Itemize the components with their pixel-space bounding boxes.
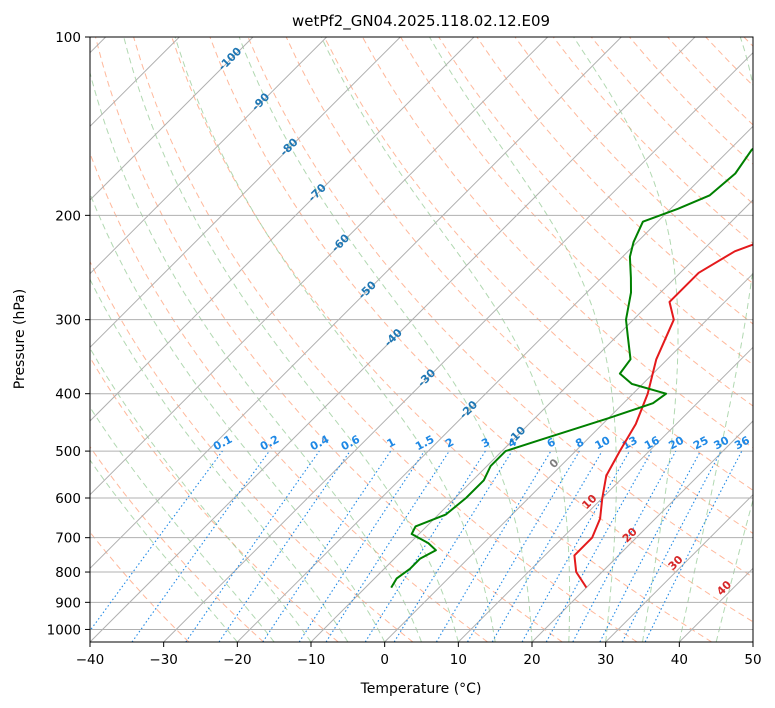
moist-adiabat (678, 37, 753, 642)
isotherm-line (310, 199, 753, 642)
isotherm-line (90, 37, 328, 275)
x-tick-label: 10 (450, 652, 467, 668)
moist-adiabat (90, 278, 349, 642)
dry-adiabat (476, 37, 753, 325)
x-axis-ticks: −40 −30 −20 −10 0 10 20 30 40 50 (76, 642, 762, 668)
isotherm-line (90, 37, 696, 642)
isotherm-line (90, 37, 622, 570)
mixing-ratio-label: 20 (666, 434, 686, 453)
y-tick-label: 700 (55, 531, 81, 547)
y-tick-label: 500 (55, 444, 81, 460)
moist-adiabat (429, 37, 617, 642)
mixing-ratio-label: 13 (620, 434, 640, 453)
isotherm-line (90, 37, 254, 201)
mixing-ratio-label: 36 (732, 434, 752, 453)
x-tick-label: 20 (523, 652, 540, 668)
moist-adiabat (90, 347, 312, 642)
mixing-ratio-line (644, 450, 743, 642)
dewpoint-profile (390, 147, 753, 589)
mixing-ratio-label: 30 (712, 434, 732, 453)
y-tick-label: 200 (55, 208, 81, 224)
moist-adiabat (123, 37, 459, 642)
isotherm-line (236, 125, 753, 642)
x-tick-label: −10 (297, 652, 326, 668)
sounding-profiles (390, 147, 753, 589)
isotherm-line (384, 272, 753, 642)
dry-adiabat (323, 37, 753, 491)
dry-adiabat (285, 37, 753, 535)
mixing-ratio-line (521, 450, 630, 642)
moist-adiabat (238, 37, 533, 642)
x-tick-label: −20 (223, 652, 252, 668)
dry-adiabat (90, 260, 414, 642)
mixing-ratio-line (298, 450, 425, 642)
x-tick-label: −40 (76, 652, 105, 668)
dry-adiabat (95, 37, 563, 642)
x-tick-label: 30 (597, 652, 614, 668)
x-tick-label: 40 (671, 652, 688, 668)
moist-adiabat (90, 70, 422, 642)
mixing-ratio-line (572, 450, 677, 642)
y-tick-label: 300 (55, 313, 81, 329)
x-tick-label: −30 (149, 652, 178, 668)
dry-adiabat (247, 37, 753, 578)
mixing-ratio-line (262, 450, 392, 642)
dry-adiabat (90, 356, 339, 642)
mixing-ratio-label: 16 (642, 434, 662, 453)
mixing-ratio-line (325, 450, 450, 642)
mixing-ratio-line (218, 450, 351, 642)
y-axis-label: Pressure (hPa) (12, 289, 28, 389)
moist-adiabat (90, 192, 386, 642)
plot-frame (89, 36, 754, 643)
isotherm-line (90, 37, 549, 496)
isotherm-line (457, 346, 753, 642)
isotherm-line (605, 493, 753, 642)
y-tick-label: 900 (55, 595, 81, 611)
mixing-ratio-line (393, 450, 513, 642)
isotherm-line (90, 37, 475, 422)
y-tick-label: 100 (55, 30, 81, 46)
dry-adiabat (133, 37, 638, 642)
moist-adiabat (90, 406, 275, 642)
dry-adiabat (90, 445, 264, 642)
moist-adiabat (174, 37, 496, 642)
background-lines (90, 37, 753, 642)
x-tick-label: 0 (380, 652, 389, 668)
y-tick-label: 400 (55, 387, 81, 403)
temperature-profile (573, 243, 753, 589)
mixing-ratio-line (131, 450, 270, 642)
dry-adiabat (514, 37, 753, 285)
y-tick-label: 1000 (47, 622, 81, 638)
y-axis-ticks: 100 200 300 400 500 600 700 800 900 1000 (47, 30, 90, 638)
moist-adiabat (320, 37, 571, 642)
x-axis-label: Temperature (°C) (360, 681, 482, 697)
mixing-ratio-line (90, 450, 223, 632)
mixing-ratio-label: 10 (593, 434, 613, 453)
mixing-ratio-line (545, 450, 653, 642)
mixing-ratio-label: 25 (691, 434, 711, 453)
mixing-ratio-line (185, 450, 320, 642)
isotherm-line (90, 37, 401, 349)
dry-adiabat (209, 37, 753, 623)
chart-title: wetPf2_GN04.2025.118.02.12.E09 (292, 12, 550, 31)
moist-adiabat (715, 498, 753, 642)
y-tick-label: 600 (55, 491, 81, 507)
moist-adiabat (573, 37, 679, 642)
isotherm-line (163, 51, 753, 642)
x-tick-label: 50 (744, 652, 761, 668)
dry-adiabat (171, 37, 712, 642)
isotherm-line (531, 420, 753, 642)
y-tick-label: 800 (55, 565, 81, 581)
